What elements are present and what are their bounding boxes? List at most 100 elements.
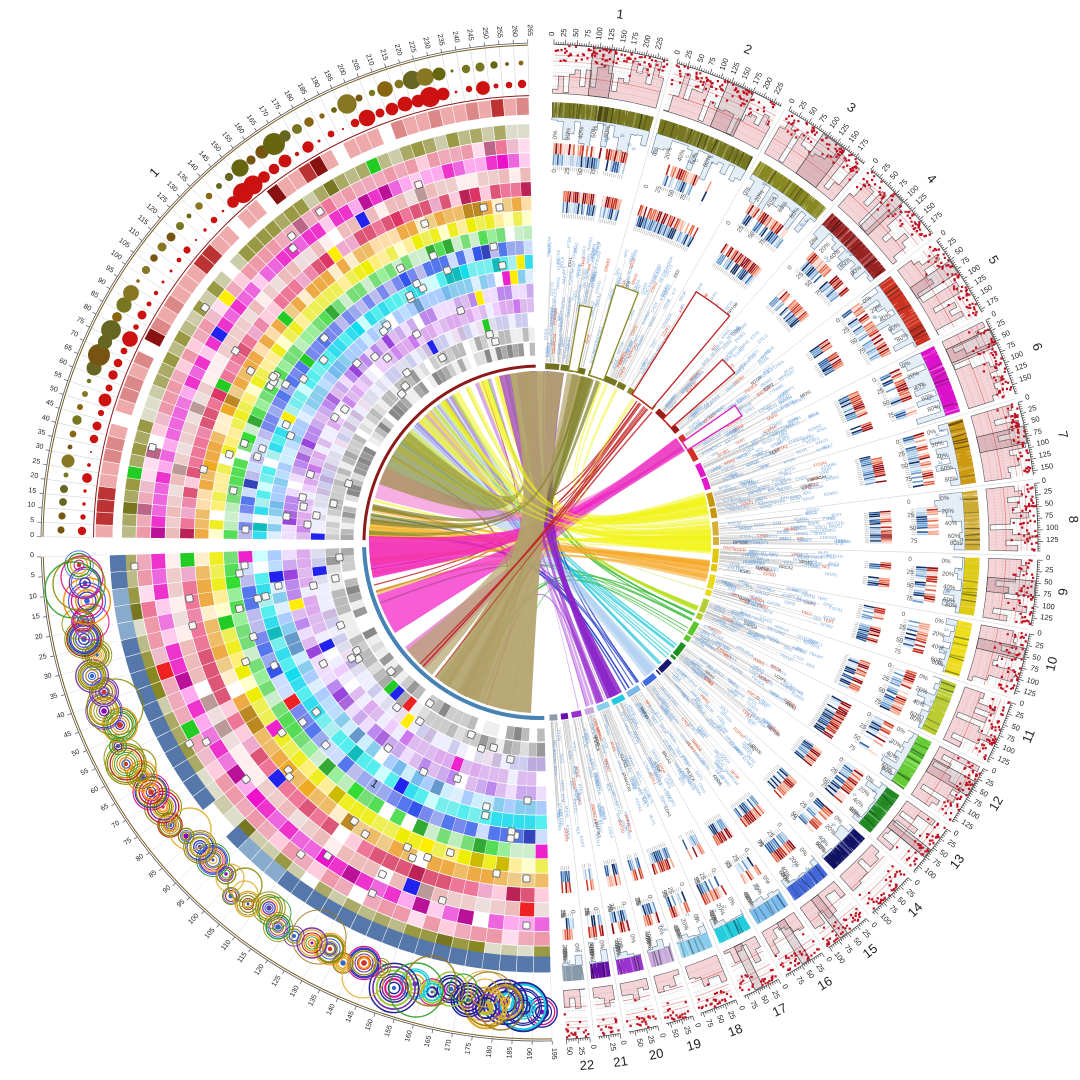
svg-text:SETD2: SETD2 bbox=[741, 479, 756, 487]
svg-text:KEAP1: KEAP1 bbox=[582, 289, 590, 304]
svg-text:SDHB: SDHB bbox=[725, 687, 737, 698]
svg-text:APC: APC bbox=[622, 249, 629, 259]
svg-text:50: 50 bbox=[635, 1038, 645, 1048]
svg-text:CDK4: CDK4 bbox=[703, 675, 715, 686]
svg-text:EZH2: EZH2 bbox=[544, 345, 550, 357]
svg-text:CHD3: CHD3 bbox=[757, 533, 769, 538]
svg-text:KRAS: KRAS bbox=[623, 275, 632, 288]
svg-text:CDK4: CDK4 bbox=[671, 670, 683, 682]
svg-text:SRSF2: SRSF2 bbox=[799, 559, 814, 565]
svg-text:MSH6: MSH6 bbox=[777, 388, 790, 399]
svg-text:EZH2: EZH2 bbox=[733, 745, 744, 757]
svg-text:38: 38 bbox=[831, 822, 836, 827]
svg-text:DAXX: DAXX bbox=[806, 558, 818, 564]
svg-text:SPOP: SPOP bbox=[770, 440, 783, 449]
svg-text:EED: EED bbox=[813, 615, 823, 622]
svg-text:KDM5C: KDM5C bbox=[790, 691, 805, 703]
svg-text:75: 75 bbox=[583, 29, 593, 38]
svg-text:PIK3CA: PIK3CA bbox=[590, 265, 598, 281]
svg-text:FOXA1: FOXA1 bbox=[813, 459, 828, 468]
svg-text:ALK: ALK bbox=[732, 615, 741, 623]
svg-text:TERT: TERT bbox=[769, 447, 781, 456]
svg-text:APC: APC bbox=[640, 797, 648, 807]
svg-text:KIT: KIT bbox=[567, 296, 573, 304]
svg-text:0: 0 bbox=[871, 377, 878, 385]
svg-text:MEN1: MEN1 bbox=[725, 582, 738, 590]
svg-text:FGFR3: FGFR3 bbox=[619, 754, 629, 769]
svg-text:50: 50 bbox=[565, 1047, 574, 1056]
svg-text:XPO1: XPO1 bbox=[584, 282, 591, 295]
svg-text:0: 0 bbox=[551, 168, 558, 172]
svg-text:40: 40 bbox=[41, 414, 50, 423]
svg-text:25: 25 bbox=[583, 907, 591, 915]
svg-text:45: 45 bbox=[63, 730, 73, 739]
svg-text:MDM2: MDM2 bbox=[757, 674, 771, 685]
svg-text:CTCF: CTCF bbox=[743, 622, 756, 631]
svg-text:20: 20 bbox=[627, 142, 632, 147]
svg-text:0: 0 bbox=[939, 228, 948, 238]
svg-text:75: 75 bbox=[724, 861, 734, 871]
svg-text:ERBB2: ERBB2 bbox=[758, 566, 773, 573]
svg-text:BRCA1: BRCA1 bbox=[594, 292, 602, 307]
svg-text:SPOP: SPOP bbox=[658, 723, 669, 736]
svg-text:0%: 0% bbox=[940, 495, 950, 503]
svg-text:ATM: ATM bbox=[835, 541, 844, 546]
svg-text:MSH6: MSH6 bbox=[803, 637, 816, 646]
svg-text:CDC73: CDC73 bbox=[564, 336, 571, 351]
svg-text:80%: 80% bbox=[950, 540, 963, 547]
svg-text:CBFB: CBFB bbox=[589, 723, 597, 735]
svg-text:50: 50 bbox=[633, 897, 642, 906]
svg-text:RNF43: RNF43 bbox=[728, 520, 742, 526]
svg-text:KEAP1: KEAP1 bbox=[755, 540, 769, 545]
svg-text:TERT: TERT bbox=[695, 727, 706, 739]
svg-text:50: 50 bbox=[909, 525, 917, 532]
svg-text:50: 50 bbox=[821, 776, 831, 786]
svg-text:25: 25 bbox=[829, 766, 839, 776]
svg-text:27: 27 bbox=[792, 863, 797, 868]
svg-text:25: 25 bbox=[898, 623, 907, 632]
svg-text:40: 40 bbox=[56, 711, 66, 720]
svg-text:50: 50 bbox=[583, 908, 591, 916]
svg-text:CCND1: CCND1 bbox=[703, 623, 719, 635]
svg-text:SPOP: SPOP bbox=[620, 819, 628, 832]
svg-text:SMAD4: SMAD4 bbox=[616, 760, 626, 776]
svg-text:CREBBP: CREBBP bbox=[592, 718, 602, 736]
svg-text:ZRSR2: ZRSR2 bbox=[591, 340, 600, 355]
svg-text:CTCF: CTCF bbox=[595, 241, 602, 253]
svg-text:ARID1A: ARID1A bbox=[808, 483, 824, 491]
svg-text:KMT2C: KMT2C bbox=[572, 799, 579, 814]
svg-text:125: 125 bbox=[1046, 535, 1059, 544]
svg-text:FGFR1: FGFR1 bbox=[665, 773, 676, 788]
svg-text:BRCA2: BRCA2 bbox=[637, 702, 649, 717]
svg-text:MSH2: MSH2 bbox=[721, 579, 734, 587]
svg-text:APC: APC bbox=[669, 392, 679, 402]
svg-text:CDC73: CDC73 bbox=[617, 350, 628, 365]
svg-text:75: 75 bbox=[911, 538, 918, 545]
svg-text:SRSF2: SRSF2 bbox=[796, 518, 810, 524]
svg-text:0%: 0% bbox=[934, 617, 945, 626]
svg-text:100: 100 bbox=[1036, 437, 1050, 448]
svg-text:KDM5C: KDM5C bbox=[718, 641, 733, 653]
svg-text:CREBBP: CREBBP bbox=[720, 622, 738, 634]
svg-text:75: 75 bbox=[660, 890, 669, 899]
svg-text:SF3B1: SF3B1 bbox=[624, 339, 634, 353]
svg-text:25: 25 bbox=[577, 1047, 587, 1056]
svg-text:KDM5C: KDM5C bbox=[757, 584, 772, 592]
svg-text:SF3B1: SF3B1 bbox=[581, 267, 588, 281]
svg-text:ERBB2: ERBB2 bbox=[731, 608, 746, 618]
svg-text:IDH1: IDH1 bbox=[779, 494, 790, 501]
svg-text:BCL2: BCL2 bbox=[626, 263, 634, 275]
svg-text:80%: 80% bbox=[708, 912, 720, 927]
svg-text:25: 25 bbox=[1045, 565, 1054, 574]
svg-text:MLH1: MLH1 bbox=[647, 315, 657, 328]
svg-text:ZRSR2: ZRSR2 bbox=[662, 738, 674, 753]
svg-text:ARID1A: ARID1A bbox=[774, 623, 790, 633]
svg-text:25: 25 bbox=[906, 569, 914, 577]
svg-text:CCNE1: CCNE1 bbox=[676, 769, 688, 784]
svg-text:XPO1: XPO1 bbox=[791, 552, 803, 558]
svg-text:80%: 80% bbox=[561, 951, 569, 964]
svg-text:25: 25 bbox=[795, 271, 805, 281]
svg-text:MCL1: MCL1 bbox=[733, 365, 745, 376]
svg-text:75: 75 bbox=[706, 56, 717, 67]
svg-text:SMARCB1: SMARCB1 bbox=[596, 804, 605, 825]
